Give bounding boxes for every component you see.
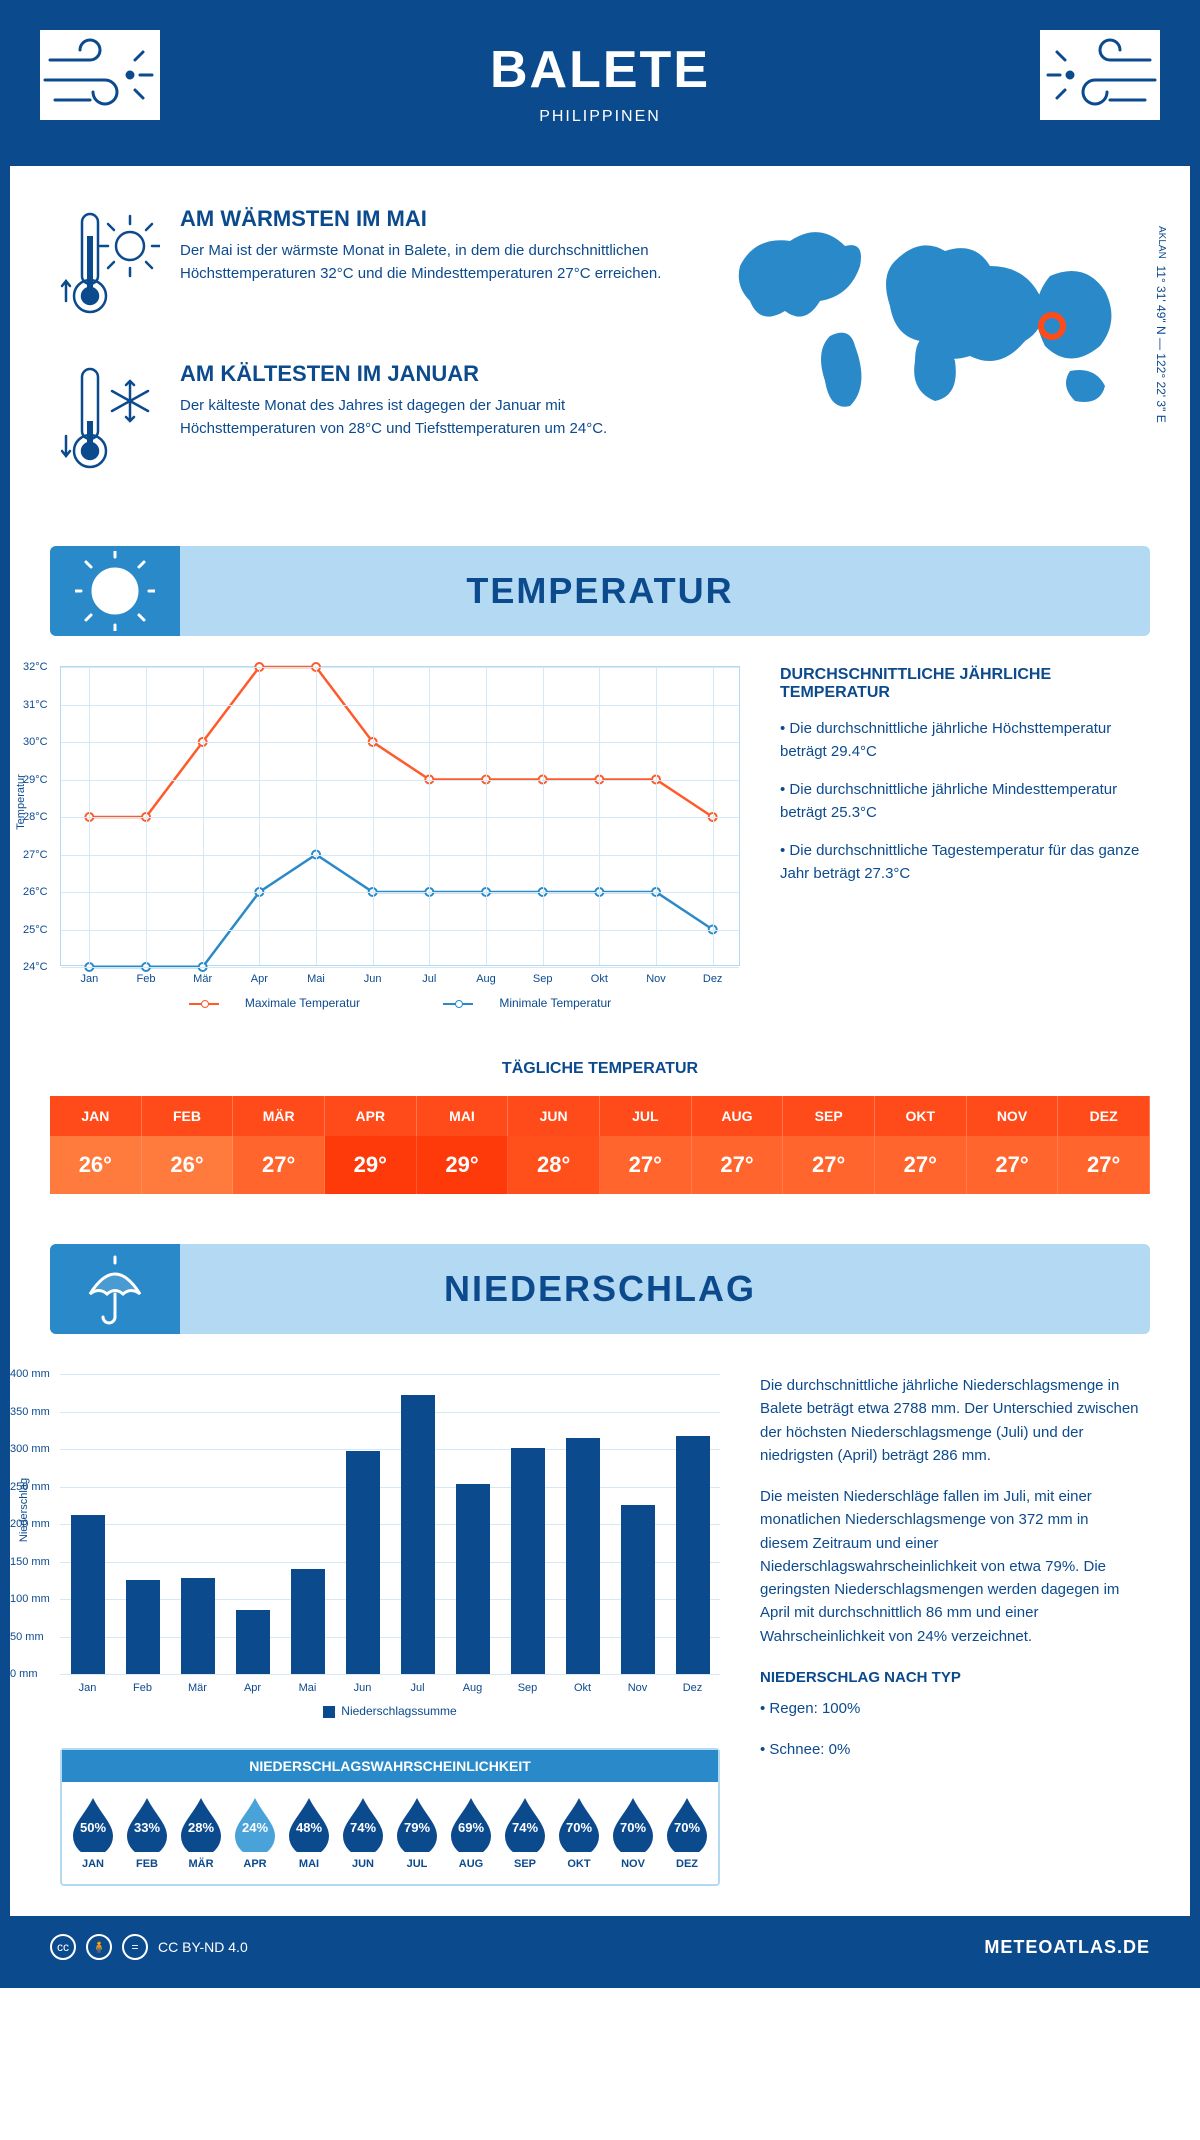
page-subtitle: PHILIPPINEN: [10, 108, 1190, 126]
table-header: FEB: [142, 1096, 234, 1136]
table-header: NOV: [967, 1096, 1059, 1136]
table-cell: 27°: [600, 1136, 692, 1194]
table-cell: 27°: [233, 1136, 325, 1194]
probability-drop: 70%OKT: [554, 1796, 604, 1870]
table-cell: 29°: [325, 1136, 417, 1194]
by-icon: 🧍: [86, 1934, 112, 1960]
sun-icon: [50, 546, 180, 636]
bar: [126, 1580, 160, 1675]
footer: cc 🧍 = CC BY-ND 4.0 METEOATLAS.DE: [10, 1916, 1190, 1978]
table-cell: 27°: [783, 1136, 875, 1194]
probability-drop: 74%SEP: [500, 1796, 550, 1870]
probability-drop: 69%AUG: [446, 1796, 496, 1870]
table-cell: 27°: [692, 1136, 784, 1194]
precipitation-banner: NIEDERSCHLAG: [50, 1244, 1150, 1334]
temperature-notes: DURCHSCHNITTLICHE JÄHRLICHE TEMPERATUR •…: [780, 666, 1140, 1010]
bar: [291, 1569, 325, 1674]
table-cell: 29°: [417, 1136, 509, 1194]
nd-icon: =: [122, 1934, 148, 1960]
probability-drop: 33%FEB: [122, 1796, 172, 1870]
bar: [566, 1438, 600, 1674]
bar: [71, 1515, 105, 1674]
table-header: AUG: [692, 1096, 784, 1136]
coldest-block: AM KÄLTESTEN IM JANUAR Der kälteste Mona…: [60, 361, 680, 486]
warmest-title: AM WÄRMSTEN IM MAI: [180, 206, 680, 232]
table-header: APR: [325, 1096, 417, 1136]
table-cell: 27°: [1058, 1136, 1150, 1194]
table-header: JUN: [508, 1096, 600, 1136]
probability-drop: 28%MÄR: [176, 1796, 226, 1870]
coordinates: AKLAN 11° 31' 49" N — 122° 22' 3" E: [1154, 226, 1168, 423]
temperature-banner: TEMPERATUR: [50, 546, 1150, 636]
probability-drop: 24%APR: [230, 1796, 280, 1870]
table-cell: 26°: [50, 1136, 142, 1194]
page-frame: BALETE PHILIPPINEN AM WÄRMSTEN IM MAI De…: [0, 0, 1200, 1988]
license: cc 🧍 = CC BY-ND 4.0: [50, 1934, 248, 1960]
precipitation-bar-chart: Niederschlag 0 mm50 mm100 mm150 mm200 mm…: [60, 1374, 720, 1674]
coldest-title: AM KÄLTESTEN IM JANUAR: [180, 361, 680, 387]
probability-drop: 74%JUN: [338, 1796, 388, 1870]
section-title: TEMPERATUR: [466, 570, 733, 612]
table-header: JUL: [600, 1096, 692, 1136]
warmest-text: Der Mai ist der wärmste Monat in Balete,…: [180, 240, 680, 285]
cc-icon: cc: [50, 1934, 76, 1960]
chart-legend: Niederschlagssumme: [60, 1704, 720, 1718]
page-title: BALETE: [10, 40, 1190, 100]
bar: [456, 1484, 490, 1675]
world-map-icon: [720, 206, 1140, 426]
bar: [511, 1448, 545, 1675]
table-header: MAI: [417, 1096, 509, 1136]
table-header: MÄR: [233, 1096, 325, 1136]
bar: [401, 1395, 435, 1674]
bar: [621, 1505, 655, 1674]
probability-drop: 50%JAN: [68, 1796, 118, 1870]
wind-icon: [40, 30, 160, 120]
coldest-text: Der kälteste Monat des Jahres ist dagege…: [180, 395, 680, 440]
thermometer-cold-icon: [60, 361, 160, 486]
brand: METEOATLAS.DE: [984, 1937, 1150, 1958]
warmest-block: AM WÄRMSTEN IM MAI Der Mai ist der wärms…: [60, 206, 680, 331]
intro-section: AM WÄRMSTEN IM MAI Der Mai ist der wärms…: [10, 166, 1190, 546]
header: BALETE PHILIPPINEN: [10, 10, 1190, 166]
table-cell: 27°: [875, 1136, 967, 1194]
probability-drop: 48%MAI: [284, 1796, 334, 1870]
daily-temperature-table: TÄGLICHE TEMPERATUR JANFEBMÄRAPRMAIJUNJU…: [50, 1060, 1150, 1194]
chart-legend: Maximale Temperatur Minimale Temperatur: [60, 996, 740, 1010]
probability-drop: 79%JUL: [392, 1796, 442, 1870]
table-header: OKT: [875, 1096, 967, 1136]
bar: [236, 1610, 270, 1675]
bar: [181, 1578, 215, 1674]
wind-icon: [1040, 30, 1160, 120]
thermometer-hot-icon: [60, 206, 160, 331]
precipitation-text: Die durchschnittliche jährliche Niedersc…: [760, 1374, 1140, 1886]
table-header: SEP: [783, 1096, 875, 1136]
table-header: DEZ: [1058, 1096, 1150, 1136]
table-cell: 27°: [967, 1136, 1059, 1194]
temperature-line-chart: Temperatur 24°C25°C26°C27°C28°C29°C30°C3…: [60, 666, 740, 966]
precipitation-probability-box: NIEDERSCHLAGSWAHRSCHEINLICHKEIT 50%JAN33…: [60, 1748, 720, 1886]
bar: [346, 1451, 380, 1675]
bar: [676, 1436, 710, 1675]
table-cell: 26°: [142, 1136, 234, 1194]
table-header: JAN: [50, 1096, 142, 1136]
umbrella-icon: [50, 1244, 180, 1334]
table-cell: 28°: [508, 1136, 600, 1194]
section-title: NIEDERSCHLAG: [444, 1268, 756, 1310]
probability-drop: 70%NOV: [608, 1796, 658, 1870]
probability-drop: 70%DEZ: [662, 1796, 712, 1870]
